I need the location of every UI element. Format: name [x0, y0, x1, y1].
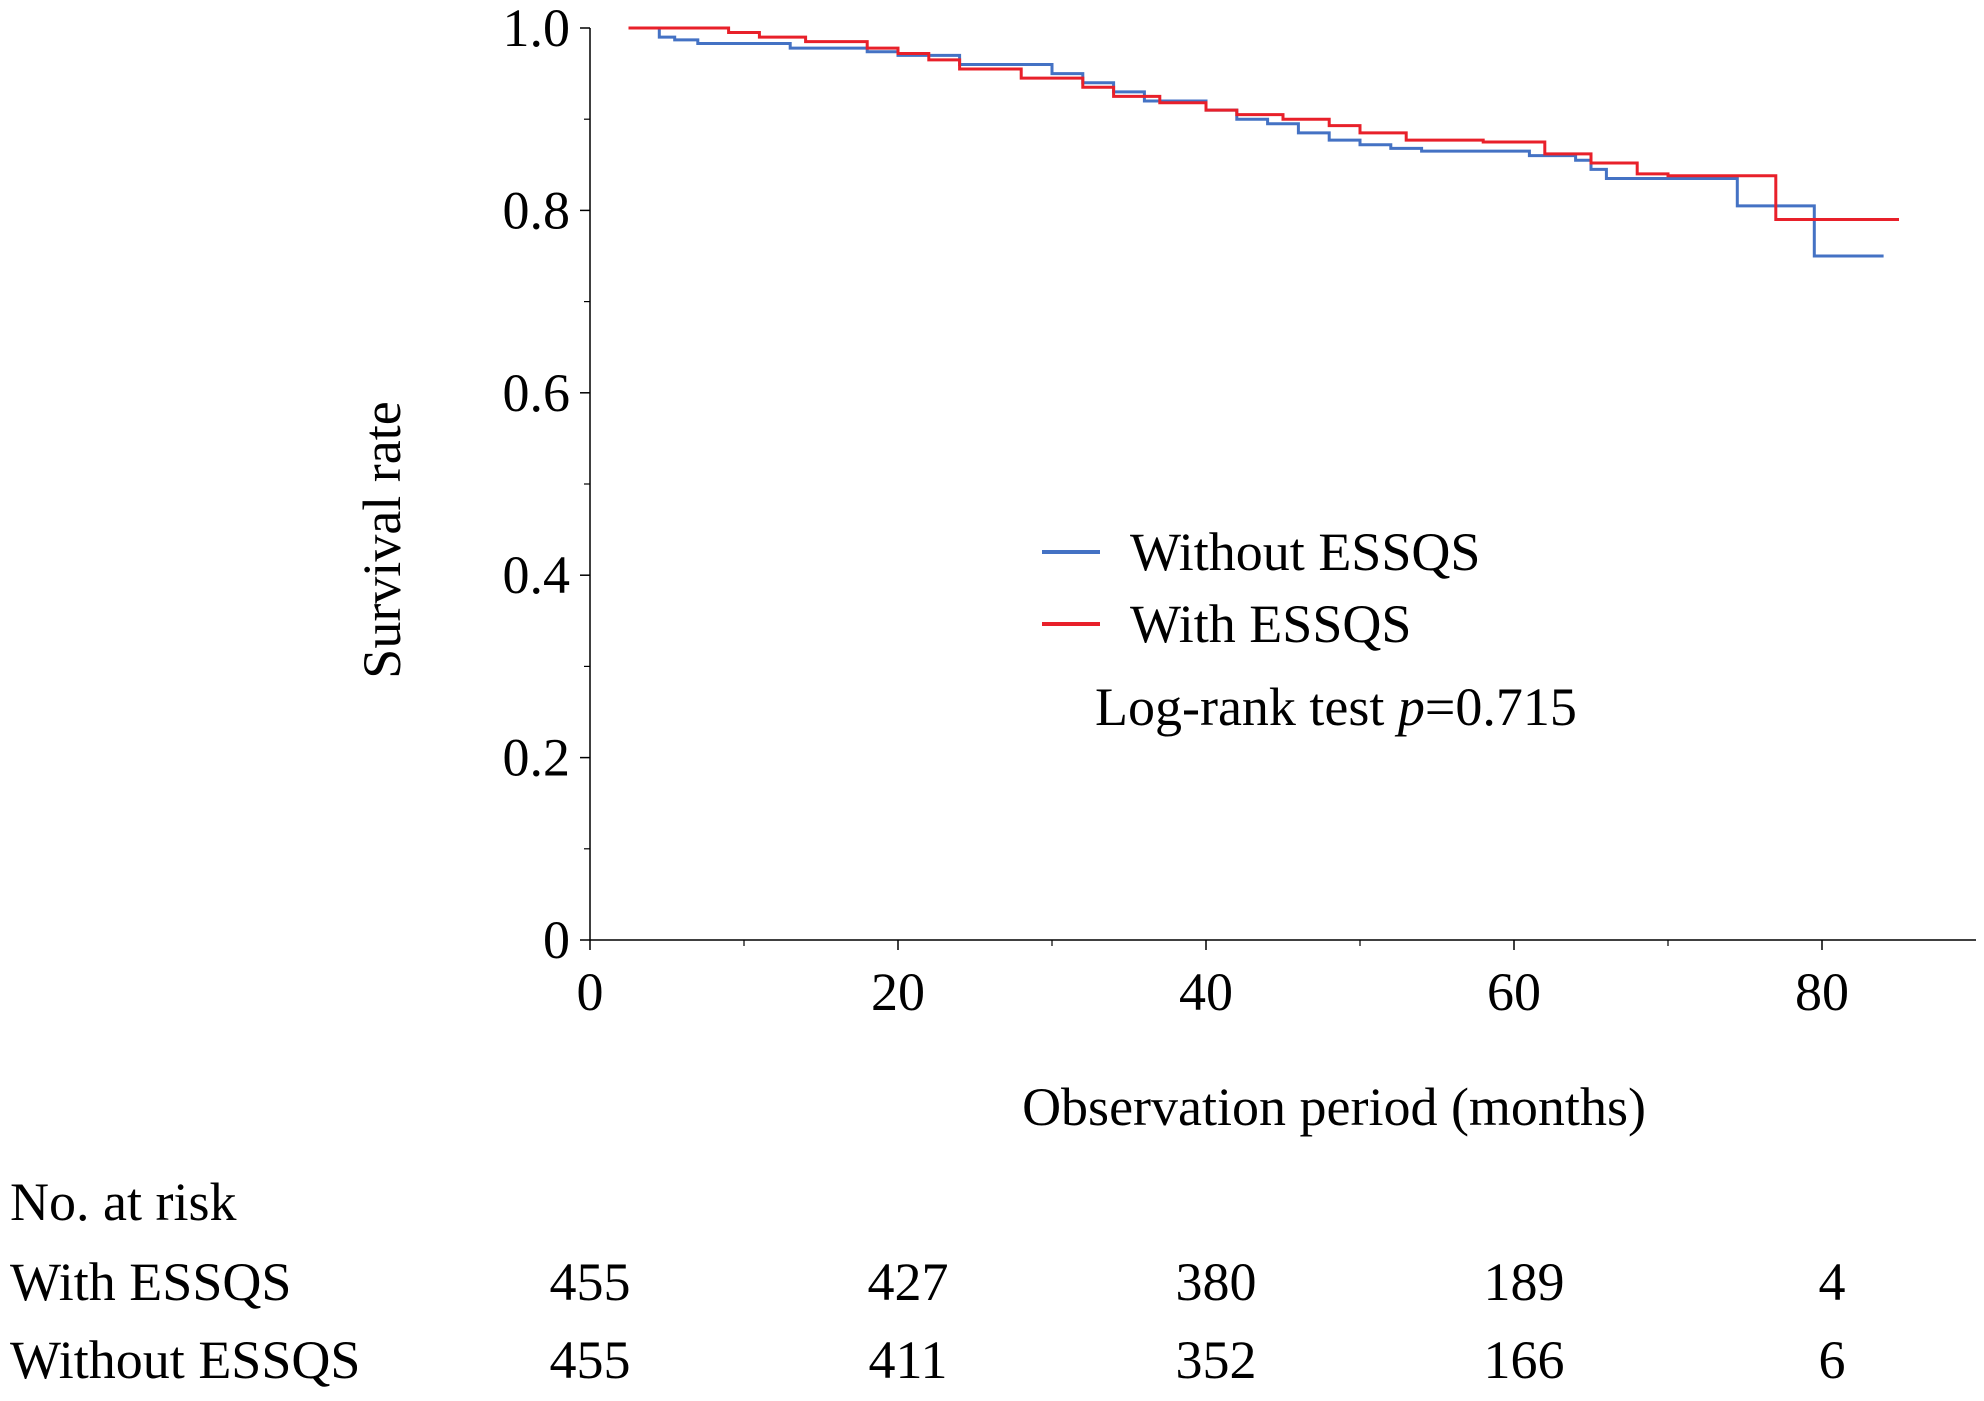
series-line-without-essqs	[628, 26, 1884, 258]
risk-value: 380	[1176, 1252, 1257, 1312]
log-rank-annotation: Log-rank test p=0.715	[1095, 677, 1577, 737]
x-tick-label: 20	[871, 962, 925, 1022]
risk-value: 427	[868, 1252, 949, 1312]
risk-table: With ESSQS 455 427 380 189 4 Without ESSQS 455 4…	[10, 1252, 1846, 1390]
x-tick-label: 80	[1795, 962, 1849, 1022]
legend-label: Without ESSQS	[1130, 522, 1480, 582]
log-rank-prefix: Log-rank test	[1095, 677, 1398, 737]
risk-row-label: Without ESSQS	[10, 1330, 360, 1390]
x-tick-label: 40	[1179, 962, 1233, 1022]
risk-value: 6	[1819, 1330, 1846, 1390]
p-symbol: p	[1394, 677, 1425, 737]
risk-value: 455	[550, 1252, 631, 1312]
y-axis-ticks: 0 0.2 0.4 0.6 0.8 1.0	[503, 0, 590, 970]
risk-value: 455	[550, 1330, 631, 1390]
y-tick-label: 0.6	[503, 363, 571, 423]
risk-value: 411	[869, 1330, 948, 1390]
x-tick-label: 60	[1487, 962, 1541, 1022]
risk-table-title: No. at risk	[10, 1172, 236, 1232]
risk-value: 166	[1484, 1330, 1565, 1390]
risk-value: 4	[1819, 1252, 1846, 1312]
legend: Without ESSQS With ESSQS	[1042, 522, 1480, 654]
risk-row-label: With ESSQS	[10, 1252, 291, 1312]
series-lines	[628, 26, 1899, 258]
x-tick-label: 0	[577, 962, 604, 1022]
risk-value: 352	[1176, 1330, 1257, 1390]
legend-label: With ESSQS	[1130, 594, 1411, 654]
axes	[589, 28, 1976, 941]
x-axis-ticks: 0 20 40 60 80	[577, 940, 1849, 1022]
x-axis-title: Observation period (months)	[1022, 1077, 1646, 1137]
p-value: =0.715	[1425, 677, 1577, 737]
series-line-with-essqs	[628, 26, 1899, 222]
y-tick-label: 0.4	[503, 545, 571, 605]
y-tick-label: 1.0	[503, 0, 571, 58]
y-tick-label: 0	[543, 910, 570, 970]
y-tick-label: 0.8	[503, 180, 571, 240]
y-tick-label: 0.2	[503, 728, 571, 788]
y-axis-title: Survival rate	[352, 401, 412, 678]
risk-value: 189	[1484, 1252, 1565, 1312]
